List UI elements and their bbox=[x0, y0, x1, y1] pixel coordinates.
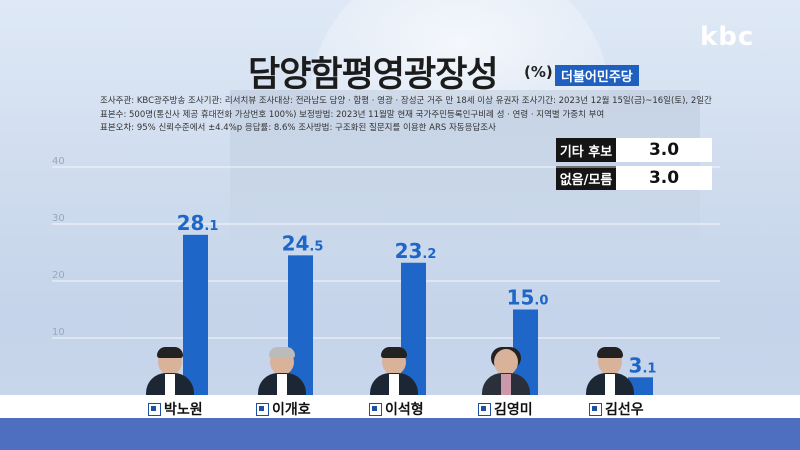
data-label: 15.0 bbox=[507, 286, 549, 310]
candidate-hair bbox=[381, 347, 407, 358]
candidate-name-text: 박노원 bbox=[164, 402, 203, 418]
bar bbox=[628, 377, 653, 395]
candidate-photo bbox=[368, 347, 420, 395]
data-label: 28.1 bbox=[177, 211, 219, 235]
y-tick-label: 10 bbox=[52, 327, 65, 338]
bar bbox=[401, 262, 426, 395]
candidate-photo bbox=[480, 347, 532, 395]
y-tick-label: 20 bbox=[52, 270, 65, 281]
survey-info-line: 조사주관: KBC광주방송 조사기관: 리서치뷰 조사대상: 전라남도 담양 ·… bbox=[100, 96, 712, 106]
party-badge: 더불어민주당 bbox=[555, 65, 639, 86]
other-result-label: 없음/모름 bbox=[556, 166, 616, 190]
candidate-name: 이석형 bbox=[369, 399, 424, 419]
other-result-row: 없음/모름 3.0 bbox=[556, 166, 712, 190]
bar bbox=[183, 234, 208, 395]
party-mark-icon bbox=[148, 402, 161, 416]
candidate-name-text: 이개호 bbox=[272, 402, 311, 418]
other-result-value: 3.0 bbox=[616, 166, 712, 190]
unit-label: (%) bbox=[524, 63, 553, 81]
candidate-name-text: 김영미 bbox=[494, 402, 533, 418]
party-mark-icon bbox=[589, 402, 602, 416]
name-bar bbox=[0, 395, 800, 418]
candidate-shirt bbox=[605, 374, 615, 395]
other-result-row: 기타 후보 3.0 bbox=[556, 138, 712, 162]
other-result-value: 3.0 bbox=[616, 138, 712, 162]
survey-info-line: 표본오차: 95% 신뢰수준에서 ±4.4%p 응답률: 8.6% 조사방법: … bbox=[100, 123, 496, 133]
party-mark-icon bbox=[478, 402, 491, 416]
brand-logo: kbc bbox=[700, 22, 755, 52]
y-tick-label: 40 bbox=[52, 156, 65, 167]
candidate-shirt bbox=[501, 374, 511, 395]
candidate-head bbox=[494, 349, 518, 375]
candidate-name: 이개호 bbox=[256, 399, 311, 419]
candidate-shirt bbox=[165, 374, 175, 395]
chart-title: 담양함평영광장성 bbox=[248, 55, 499, 95]
survey-info-line: 표본수: 500명(통신사 제공 휴대전화 가상번호 100%) 보정방법: 2… bbox=[100, 110, 605, 120]
candidate-photo bbox=[256, 347, 308, 395]
bottom-band bbox=[0, 418, 800, 450]
candidate-hair bbox=[597, 347, 623, 358]
candidate-hair bbox=[157, 347, 183, 358]
candidate-shirt bbox=[389, 374, 399, 395]
data-label: 24.5 bbox=[282, 231, 324, 255]
candidate-hair bbox=[269, 347, 295, 358]
candidate-name-text: 김선우 bbox=[605, 402, 644, 418]
party-mark-icon bbox=[256, 402, 269, 416]
data-label: 3.1 bbox=[629, 353, 657, 377]
candidate-shirt bbox=[277, 374, 287, 395]
bar bbox=[288, 255, 313, 395]
candidate-photo bbox=[144, 347, 196, 395]
candidate-name: 박노원 bbox=[148, 399, 203, 419]
data-label: 23.2 bbox=[395, 239, 437, 263]
candidate-name: 김영미 bbox=[478, 399, 533, 419]
y-tick-label: 30 bbox=[52, 213, 65, 224]
other-result-label: 기타 후보 bbox=[556, 138, 616, 162]
party-mark-icon bbox=[369, 402, 382, 416]
candidate-name: 김선우 bbox=[589, 399, 644, 419]
candidate-photo bbox=[584, 347, 636, 395]
candidate-name-text: 이석형 bbox=[385, 402, 424, 418]
